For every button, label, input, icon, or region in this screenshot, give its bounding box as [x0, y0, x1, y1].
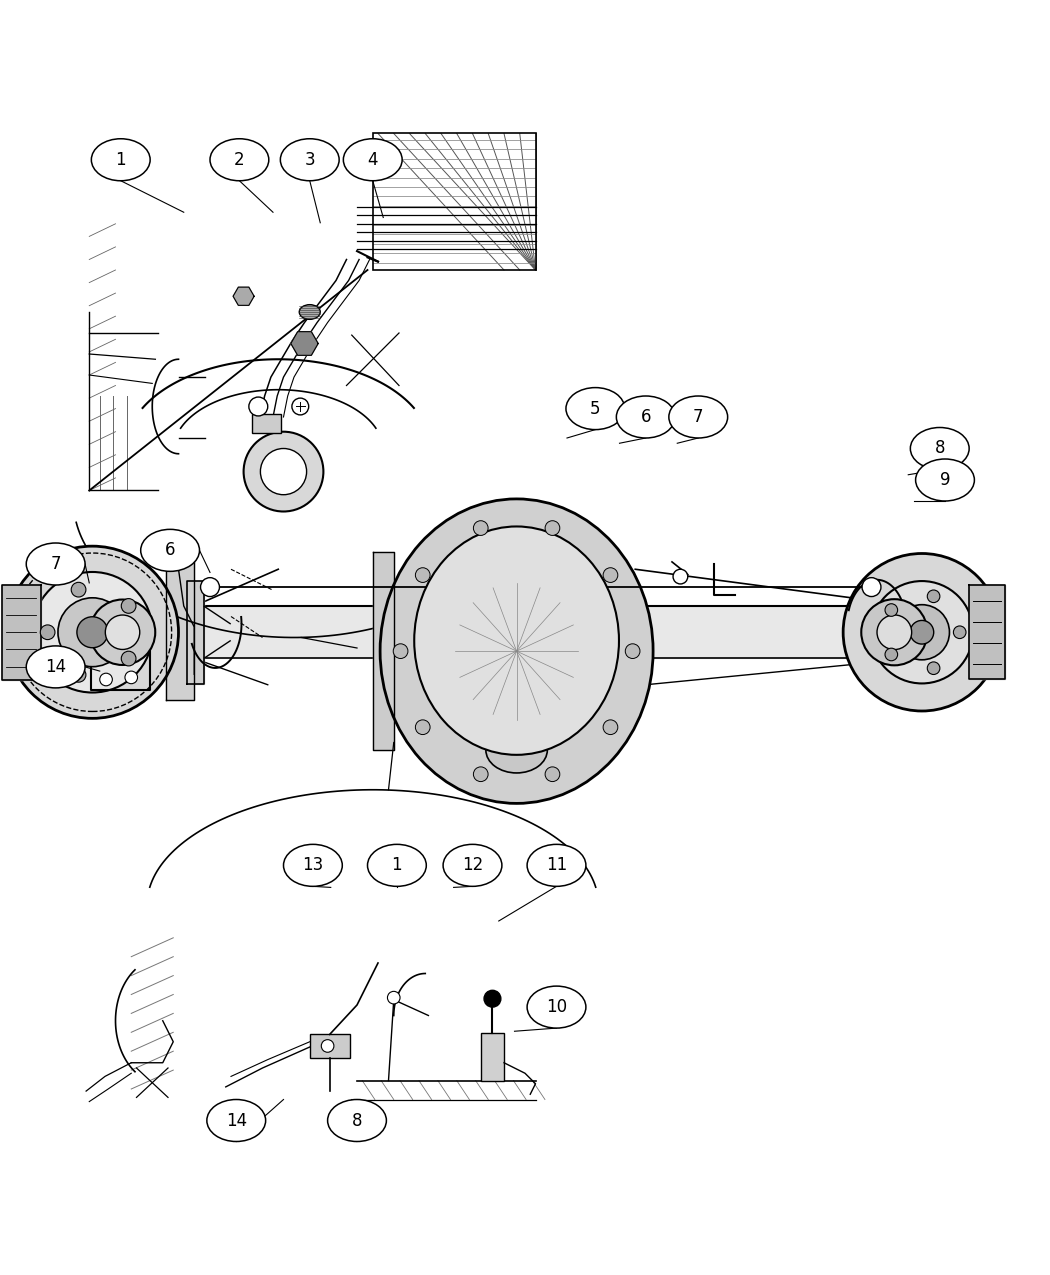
Text: 8: 8	[352, 1112, 362, 1130]
Text: 14: 14	[45, 658, 66, 676]
Circle shape	[244, 432, 323, 511]
Ellipse shape	[414, 527, 620, 755]
Polygon shape	[2, 585, 41, 680]
Circle shape	[895, 604, 949, 659]
Text: 13: 13	[302, 857, 323, 875]
Text: 2: 2	[234, 150, 245, 168]
Circle shape	[626, 644, 640, 658]
Polygon shape	[166, 558, 194, 700]
Circle shape	[885, 648, 898, 660]
Text: 7: 7	[693, 408, 704, 426]
Circle shape	[100, 673, 112, 686]
Ellipse shape	[26, 646, 85, 688]
Ellipse shape	[26, 543, 85, 585]
Circle shape	[927, 590, 940, 603]
Text: 11: 11	[546, 857, 567, 875]
Polygon shape	[233, 287, 254, 305]
Ellipse shape	[280, 139, 339, 181]
Bar	[481, 1033, 504, 1081]
Ellipse shape	[527, 986, 586, 1028]
Ellipse shape	[669, 397, 728, 439]
Text: 9: 9	[940, 470, 950, 490]
Circle shape	[416, 567, 430, 583]
Ellipse shape	[443, 844, 502, 886]
Circle shape	[877, 615, 911, 649]
Circle shape	[321, 1039, 334, 1052]
Text: 10: 10	[546, 998, 567, 1016]
Circle shape	[121, 652, 135, 666]
Circle shape	[910, 621, 933, 644]
Circle shape	[603, 567, 617, 583]
Circle shape	[125, 671, 138, 683]
Text: 1: 1	[116, 150, 126, 168]
Ellipse shape	[207, 1099, 266, 1141]
Polygon shape	[291, 332, 318, 356]
Circle shape	[77, 617, 108, 648]
Text: 7: 7	[50, 555, 61, 572]
Circle shape	[292, 398, 309, 414]
Text: 4: 4	[368, 150, 378, 168]
Circle shape	[393, 644, 407, 658]
Circle shape	[870, 581, 973, 683]
Bar	[252, 414, 281, 432]
Circle shape	[6, 546, 179, 718]
Text: 5: 5	[590, 399, 601, 418]
Ellipse shape	[380, 499, 653, 803]
Circle shape	[201, 578, 219, 597]
Text: 6: 6	[165, 542, 175, 560]
Circle shape	[484, 991, 501, 1007]
Circle shape	[40, 625, 55, 640]
Circle shape	[927, 662, 940, 674]
Ellipse shape	[91, 139, 150, 181]
Ellipse shape	[368, 844, 426, 886]
Ellipse shape	[566, 388, 625, 430]
Circle shape	[862, 578, 881, 597]
Circle shape	[105, 615, 140, 649]
Text: 6: 6	[640, 408, 651, 426]
Circle shape	[474, 766, 488, 782]
Ellipse shape	[284, 844, 342, 886]
Ellipse shape	[299, 305, 320, 319]
Polygon shape	[374, 552, 394, 750]
Circle shape	[33, 572, 152, 692]
Ellipse shape	[616, 397, 675, 439]
Circle shape	[843, 553, 1001, 711]
Ellipse shape	[141, 529, 200, 571]
Ellipse shape	[910, 427, 969, 469]
Circle shape	[673, 569, 688, 584]
Circle shape	[71, 668, 86, 682]
Text: 1: 1	[392, 857, 402, 875]
Ellipse shape	[328, 1099, 386, 1141]
Circle shape	[885, 604, 898, 616]
Circle shape	[861, 599, 927, 666]
Circle shape	[474, 520, 488, 536]
Circle shape	[545, 766, 560, 782]
Circle shape	[545, 520, 560, 536]
Circle shape	[71, 583, 86, 597]
Text: 12: 12	[462, 857, 483, 875]
Text: 3: 3	[304, 150, 315, 168]
Circle shape	[58, 598, 127, 667]
Polygon shape	[969, 585, 1005, 680]
Circle shape	[387, 992, 400, 1003]
Circle shape	[260, 449, 307, 495]
Ellipse shape	[210, 139, 269, 181]
Bar	[310, 1034, 350, 1057]
Circle shape	[90, 599, 155, 666]
Text: 14: 14	[226, 1112, 247, 1130]
Circle shape	[603, 720, 617, 734]
Circle shape	[121, 598, 135, 613]
Ellipse shape	[527, 844, 586, 886]
Circle shape	[249, 397, 268, 416]
Text: 8: 8	[934, 440, 945, 458]
Ellipse shape	[916, 459, 974, 501]
Circle shape	[416, 720, 430, 734]
Ellipse shape	[343, 139, 402, 181]
Ellipse shape	[486, 727, 547, 773]
Polygon shape	[187, 580, 205, 683]
Circle shape	[953, 626, 966, 639]
